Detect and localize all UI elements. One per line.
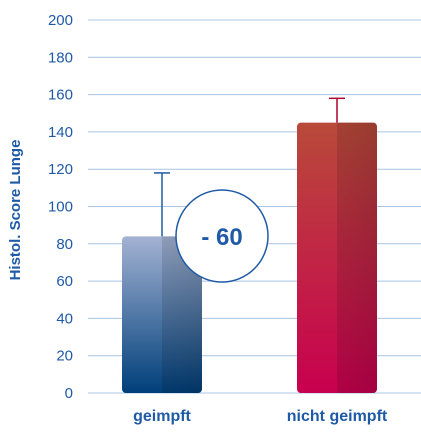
x-category-label: nicht geimpft <box>287 408 388 425</box>
x-category-labels: geimpft nicht geimpft <box>133 408 388 425</box>
y-tick-labels: 0 20 40 60 80 100 120 140 160 180 200 <box>48 12 73 402</box>
y-tick-label: 160 <box>48 87 73 104</box>
bars <box>122 122 377 393</box>
y-tick-label: 120 <box>48 161 73 178</box>
y-tick-label: 60 <box>56 273 73 290</box>
y-tick-label: 200 <box>48 12 73 29</box>
difference-annotation: - 60 <box>175 189 269 283</box>
x-category-label: geimpft <box>133 408 191 425</box>
y-tick-label: 140 <box>48 124 73 141</box>
y-tick-label: 80 <box>56 236 73 253</box>
y-tick-label: 180 <box>48 49 73 66</box>
bar-shade <box>122 236 202 393</box>
y-tick-label: 100 <box>48 199 73 216</box>
y-tick-label: 0 <box>65 385 73 402</box>
y-tick-label: 20 <box>56 348 73 365</box>
annotation-label: - 60 <box>201 224 242 251</box>
error-bars <box>154 97 345 237</box>
y-axis-label: Histol. Score Lunge <box>7 140 24 281</box>
annotation-circle <box>175 189 269 283</box>
y-tick-label: 40 <box>56 310 73 327</box>
bar-shade <box>297 122 377 393</box>
